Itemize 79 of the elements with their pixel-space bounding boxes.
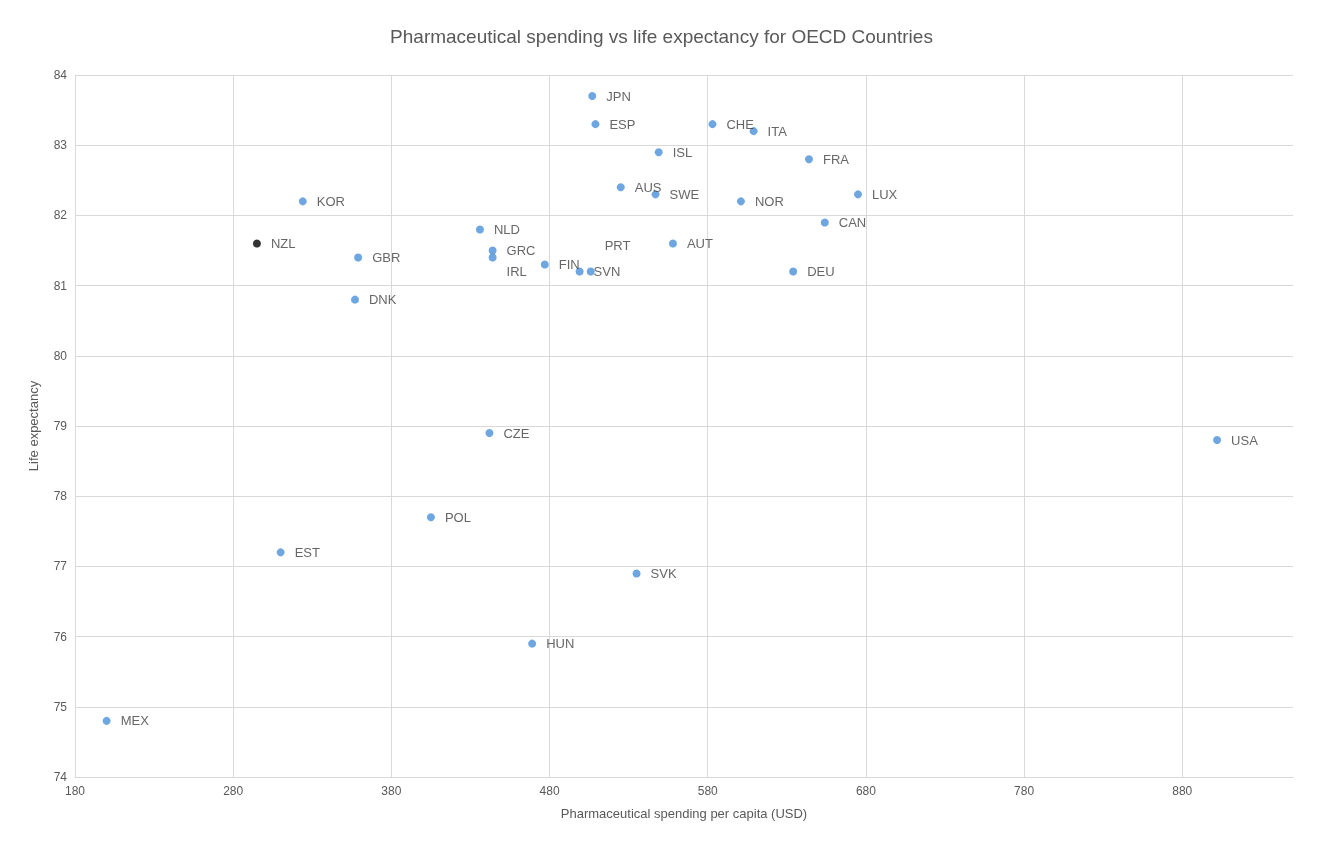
point bbox=[575, 267, 584, 276]
annotation: DEU bbox=[807, 264, 835, 280]
y-axis-title: Life expectancy bbox=[26, 380, 41, 472]
annotation: FRA bbox=[822, 151, 850, 167]
point bbox=[668, 239, 677, 248]
annotation: FIN bbox=[558, 257, 580, 273]
point bbox=[485, 429, 494, 438]
point bbox=[475, 225, 484, 234]
point bbox=[488, 253, 497, 262]
point bbox=[252, 239, 261, 248]
point bbox=[854, 190, 862, 199]
y-tick-label: 74 bbox=[53, 770, 68, 784]
y-tick-label: 82 bbox=[53, 208, 68, 223]
point bbox=[540, 260, 549, 269]
y-tick-label: 81 bbox=[53, 278, 68, 293]
x-tick-label: 380 bbox=[381, 784, 402, 798]
annotation: ISL bbox=[672, 144, 693, 160]
annotation: IRL bbox=[506, 264, 527, 280]
annotation: KOR bbox=[316, 193, 345, 209]
x-tick-label: 580 bbox=[697, 784, 719, 798]
y-tick-label: 84 bbox=[53, 68, 68, 82]
annotation: NOR bbox=[754, 193, 784, 209]
point bbox=[736, 197, 745, 206]
annotation: AUT bbox=[686, 235, 713, 251]
annotation: ITA bbox=[767, 123, 788, 139]
annotation: LUX bbox=[872, 186, 898, 202]
point bbox=[804, 155, 813, 164]
annotation: SVN bbox=[593, 264, 621, 280]
x-tick-label: 180 bbox=[64, 784, 86, 798]
point bbox=[488, 246, 497, 255]
annotation: NLD bbox=[493, 221, 520, 237]
chart-title: Pharmaceutical spending vs life expectancy for OECD Countries bbox=[390, 26, 933, 47]
point bbox=[591, 120, 600, 129]
point bbox=[350, 295, 359, 304]
point bbox=[1213, 436, 1222, 445]
annotation: USA bbox=[1231, 432, 1259, 448]
annotation: JPN bbox=[606, 88, 631, 104]
annotation: AUS bbox=[634, 179, 662, 195]
y-tick-label: 76 bbox=[53, 629, 68, 644]
point bbox=[588, 92, 597, 101]
annotation: PRT bbox=[604, 238, 631, 254]
annotation: MEX bbox=[120, 713, 150, 729]
annotation: HUN bbox=[546, 636, 575, 652]
point bbox=[789, 267, 798, 276]
x-tick-label: 780 bbox=[1014, 784, 1035, 798]
annotation: CAN bbox=[838, 214, 867, 230]
y-tick-label: 78 bbox=[53, 489, 68, 504]
annotation: POL bbox=[444, 509, 471, 525]
point bbox=[298, 197, 307, 206]
annotation: SWE bbox=[669, 186, 700, 202]
point bbox=[354, 253, 363, 262]
x-tick-label: 880 bbox=[1172, 784, 1193, 798]
annotation: EST bbox=[294, 544, 320, 560]
point bbox=[276, 548, 285, 557]
annotation: GRC bbox=[506, 243, 536, 258]
x-tick-label: 680 bbox=[855, 784, 877, 798]
annotation: DNK bbox=[368, 292, 397, 308]
x-tick-label: 280 bbox=[223, 784, 244, 798]
annotation: NZL bbox=[270, 235, 296, 251]
point bbox=[102, 716, 111, 725]
y-tick-label: 75 bbox=[53, 699, 68, 714]
y-tick-label: 77 bbox=[53, 559, 68, 574]
point bbox=[632, 569, 641, 578]
point bbox=[708, 120, 717, 129]
annotation: ESP bbox=[609, 116, 636, 132]
point bbox=[820, 218, 829, 227]
y-tick-label: 83 bbox=[53, 138, 68, 153]
y-tick-label: 79 bbox=[53, 419, 68, 433]
x-axis-title: Pharmaceutical spending per capita (USD) bbox=[560, 806, 808, 821]
annotation: SVK bbox=[650, 565, 677, 581]
x-tick-label: 480 bbox=[539, 784, 560, 798]
y-tick-label: 80 bbox=[53, 348, 68, 363]
point bbox=[616, 183, 625, 192]
annotation: CZE bbox=[503, 425, 530, 441]
point bbox=[528, 639, 537, 648]
point bbox=[654, 148, 663, 157]
annotation: CHE bbox=[726, 116, 755, 132]
point bbox=[426, 513, 435, 522]
annotation: GBR bbox=[372, 250, 401, 266]
